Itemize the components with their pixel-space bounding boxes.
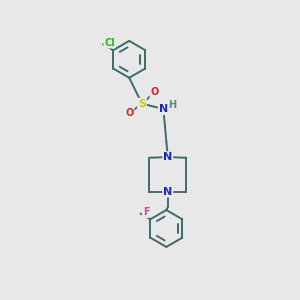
Text: O: O xyxy=(125,108,134,118)
Text: F: F xyxy=(142,207,149,217)
Text: O: O xyxy=(150,87,159,97)
Text: Cl: Cl xyxy=(104,38,115,48)
Text: H: H xyxy=(168,100,176,110)
Text: N: N xyxy=(159,104,168,114)
Text: N: N xyxy=(163,152,172,162)
Text: S: S xyxy=(138,99,146,109)
Text: N: N xyxy=(163,187,172,196)
